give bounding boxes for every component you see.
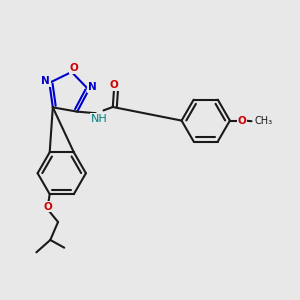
Text: O: O: [110, 80, 119, 90]
Text: O: O: [70, 63, 79, 73]
Text: O: O: [238, 116, 247, 126]
Text: CH₃: CH₃: [254, 116, 272, 126]
Text: N: N: [88, 82, 96, 92]
Text: O: O: [44, 202, 52, 212]
Text: N: N: [41, 76, 50, 86]
Text: NH: NH: [91, 114, 108, 124]
